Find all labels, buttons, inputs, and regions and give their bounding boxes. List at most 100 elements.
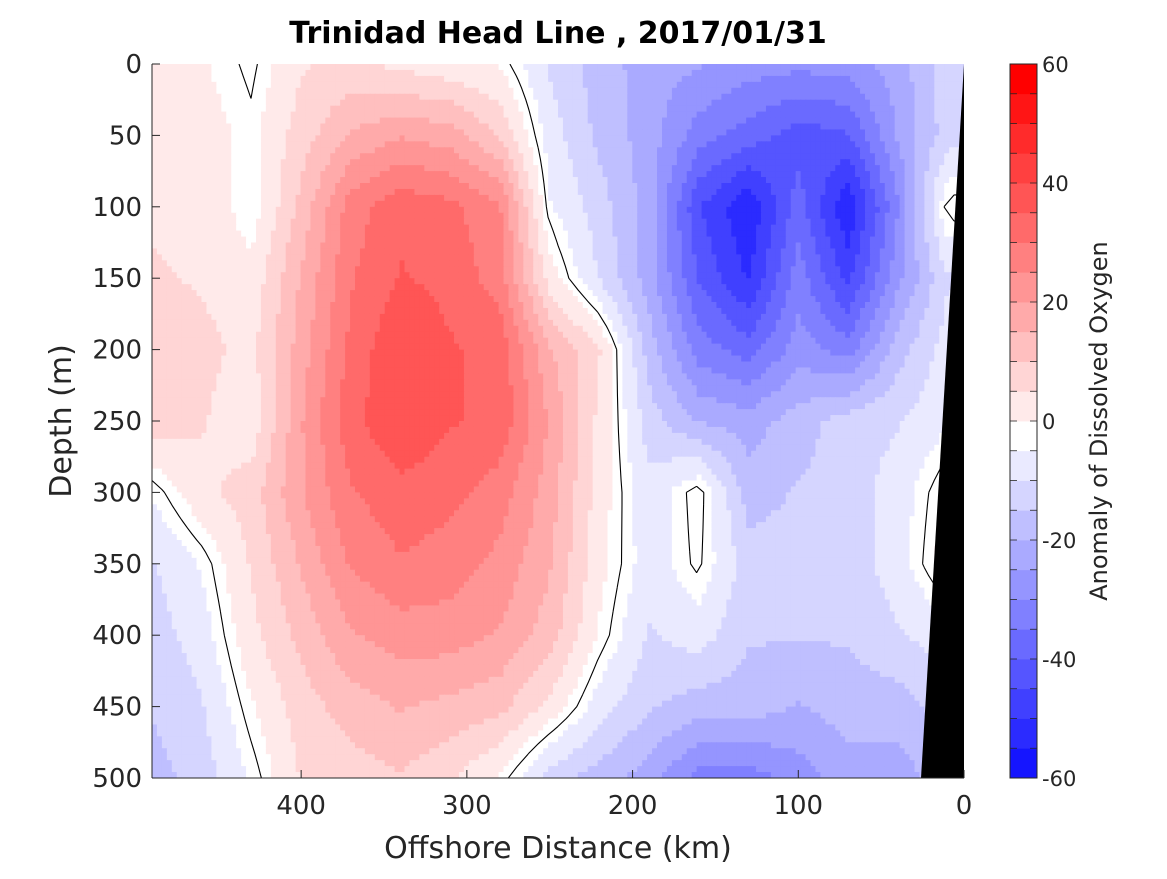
heatmap-cell: [914, 177, 921, 184]
heatmap-cell: [290, 99, 297, 107]
heatmap-cell: [701, 177, 708, 184]
heatmap-cell: [567, 69, 574, 77]
heatmap-cell: [553, 230, 559, 238]
heatmap-cell: [775, 194, 782, 202]
heatmap-cell: [577, 200, 584, 208]
heatmap-cell: [894, 99, 901, 107]
heatmap-cell: [835, 81, 841, 89]
heatmap-cell: [488, 69, 495, 77]
heatmap-cell: [374, 117, 381, 125]
heatmap-cell: [666, 153, 673, 160]
heatmap-cell: [518, 75, 524, 83]
heatmap-cell: [483, 111, 490, 119]
heatmap-cell: [285, 111, 292, 119]
heatmap-cell: [637, 75, 643, 83]
heatmap-cell: [458, 171, 465, 178]
heatmap-cell: [726, 69, 732, 77]
heatmap-cell: [518, 64, 524, 71]
heatmap-cell: [874, 135, 881, 142]
heatmap-cell: [394, 129, 401, 136]
heatmap-cell: [216, 218, 222, 226]
heatmap-cell: [954, 105, 960, 113]
heatmap-cell: [533, 87, 539, 95]
heatmap-cell: [394, 81, 401, 89]
heatmap-cell: [934, 183, 940, 190]
heatmap-cell: [419, 194, 425, 202]
heatmap-cell: [325, 99, 331, 107]
heatmap-cell: [592, 236, 599, 244]
heatmap-cell: [543, 81, 549, 89]
heatmap-cell: [246, 183, 252, 190]
heatmap-cell: [661, 129, 668, 136]
heatmap-cell: [186, 218, 193, 226]
heatmap-cell: [627, 200, 633, 208]
heatmap-cell: [543, 105, 549, 113]
heatmap-cell: [270, 212, 277, 220]
heatmap-cell: [815, 64, 822, 71]
heatmap-cell: [731, 153, 737, 160]
heatmap-cell: [335, 236, 341, 244]
heatmap-cell: [706, 141, 713, 148]
heatmap-cell: [681, 177, 688, 184]
heatmap-cell: [444, 242, 450, 250]
heatmap-cell: [498, 75, 505, 83]
heatmap-cell: [914, 218, 921, 226]
heatmap-cell: [538, 141, 544, 148]
heatmap-cell: [246, 194, 252, 202]
heatmap-cell: [449, 141, 455, 148]
heatmap-cell: [201, 75, 208, 83]
heatmap-cell: [399, 183, 406, 190]
heatmap-cell: [340, 123, 346, 131]
heatmap-cell: [746, 117, 752, 125]
heatmap-cell: [206, 75, 213, 83]
heatmap-cell: [637, 194, 643, 202]
heatmap-cell: [483, 242, 490, 250]
heatmap-cell: [280, 111, 287, 119]
heatmap-cell: [211, 87, 217, 95]
heatmap-cell: [384, 153, 391, 160]
heatmap-cell: [855, 87, 861, 95]
heatmap-cell: [751, 206, 757, 214]
heatmap-cell: [186, 64, 193, 71]
heatmap-cell: [330, 93, 336, 101]
heatmap-cell: [617, 171, 623, 178]
heatmap-cell: [607, 64, 614, 71]
heatmap-cell: [468, 141, 475, 148]
heatmap-cell: [666, 188, 673, 196]
heatmap-cell: [790, 141, 797, 148]
heatmap-cell: [152, 224, 158, 232]
heatmap-cell: [726, 123, 732, 131]
heatmap-cell: [275, 99, 282, 107]
heatmap-cell: [528, 165, 534, 172]
heatmap-cell: [706, 105, 713, 113]
heatmap-cell: [711, 212, 718, 220]
heatmap-cell: [736, 64, 742, 71]
heatmap-cell: [449, 69, 455, 77]
heatmap-cell: [934, 224, 940, 232]
heatmap-cell: [330, 129, 336, 136]
heatmap-cell: [340, 218, 346, 226]
heatmap-cell: [617, 69, 623, 77]
heatmap-cell: [384, 75, 391, 83]
heatmap-cell: [265, 165, 272, 172]
heatmap-cell: [330, 87, 336, 95]
heatmap-cell: [795, 224, 802, 232]
heatmap-cell: [458, 183, 465, 190]
heatmap-cell: [201, 159, 208, 166]
heatmap-cell: [919, 183, 925, 190]
heatmap-cell: [860, 64, 866, 71]
heatmap-cell: [528, 188, 534, 196]
heatmap-cell: [761, 75, 767, 83]
heatmap-cell: [869, 141, 876, 148]
heatmap-cell: [681, 93, 688, 101]
heatmap-cell: [666, 177, 673, 184]
heatmap-cell: [736, 123, 742, 131]
heatmap-cell: [538, 177, 544, 184]
heatmap-cell: [483, 224, 490, 232]
heatmap-cell: [765, 224, 772, 232]
heatmap-cell: [637, 87, 643, 95]
heatmap-cell: [582, 177, 589, 184]
heatmap-cell: [325, 69, 331, 77]
heatmap-cell: [721, 188, 727, 196]
heatmap-cell: [632, 93, 638, 101]
